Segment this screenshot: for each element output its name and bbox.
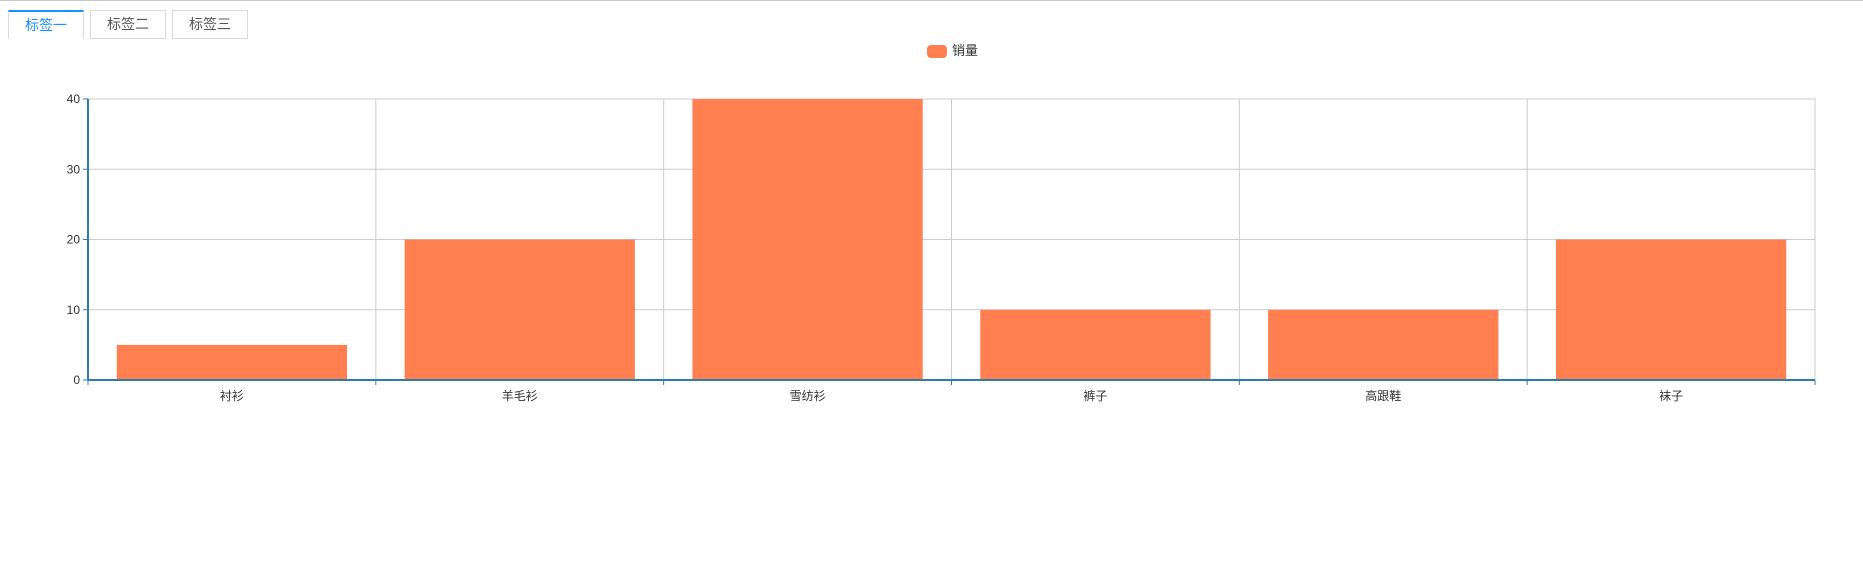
x-tick-label: 衬衫 — [220, 389, 244, 403]
bar — [116, 344, 348, 380]
x-tick-label: 裤子 — [1083, 389, 1107, 403]
bar — [980, 309, 1211, 380]
y-tick-label: 0 — [73, 373, 80, 387]
bar — [404, 239, 635, 380]
grid-layer — [88, 98, 1816, 380]
bar — [692, 99, 923, 380]
bar — [1555, 239, 1787, 380]
x-tick-label: 雪纺衫 — [790, 389, 826, 403]
legend[interactable]: 销量 — [927, 43, 978, 58]
bar-layer — [116, 99, 1787, 380]
x-tick-label: 高跟鞋 — [1365, 388, 1401, 403]
bar — [1268, 309, 1499, 380]
tab-2[interactable]: 标签二 — [90, 10, 166, 39]
axis-layer: 0 10 20 30 40 衬衫 羊毛衫 雪纺衫 裤子 高跟鞋 袜子 — [67, 92, 1816, 403]
tab-3[interactable]: 标签三 — [172, 10, 248, 39]
y-tick-label: 20 — [67, 233, 81, 247]
x-tick-label: 羊毛衫 — [502, 388, 538, 403]
x-tick-label: 袜子 — [1659, 389, 1683, 403]
top-border-line — [0, 0, 1863, 1]
y-tick-label: 10 — [67, 303, 81, 317]
tab-1[interactable]: 标签一 — [8, 10, 84, 39]
y-tick-label: 30 — [67, 162, 81, 176]
y-tick-label: 40 — [67, 92, 81, 106]
legend-label[interactable]: 销量 — [952, 43, 978, 58]
legend-swatch[interactable] — [927, 45, 947, 58]
